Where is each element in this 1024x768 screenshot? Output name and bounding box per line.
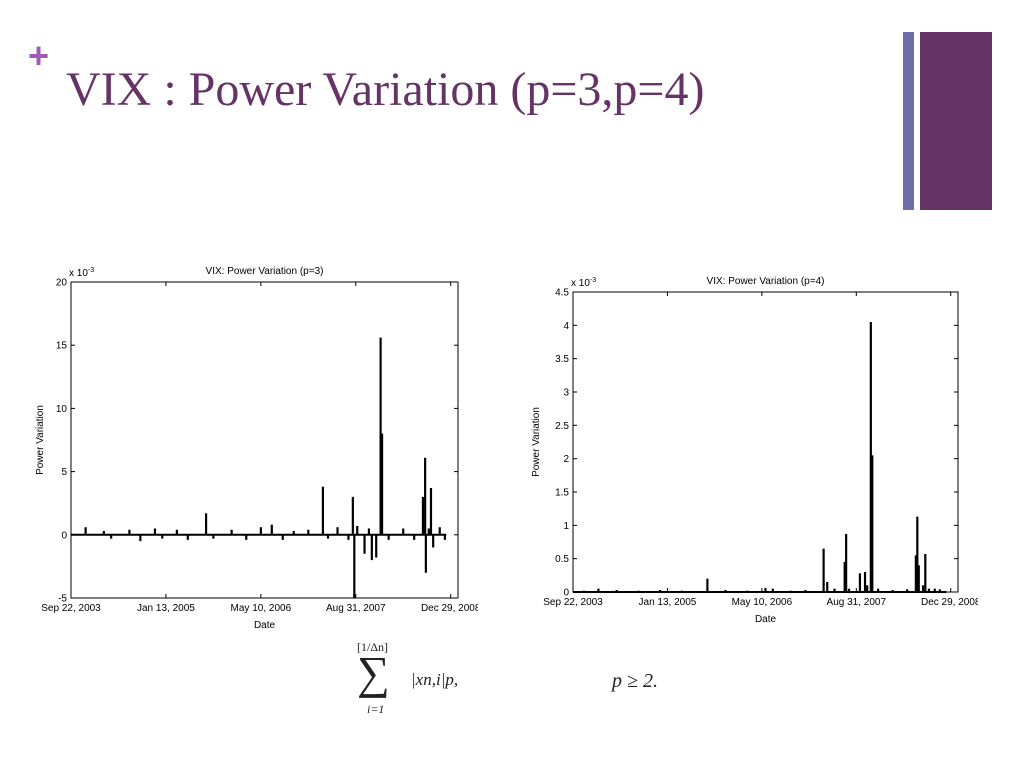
y-tick-label: 0.5 xyxy=(555,554,569,565)
exponent-power: -3 xyxy=(590,277,596,284)
x-tick-label: Jan 13, 2005 xyxy=(639,597,697,608)
x-tick-label: May 10, 2006 xyxy=(231,603,292,614)
x-tick-label: Dec 29, 2008 xyxy=(921,597,978,608)
x-tick-label: Aug 31, 2007 xyxy=(827,597,887,608)
sum-lower-limit: i=1 xyxy=(367,702,385,716)
x-tick-label: Sep 22, 2003 xyxy=(41,603,101,614)
y-tick-label: 10 xyxy=(56,404,68,415)
x-tick-label: Jan 13, 2005 xyxy=(137,603,195,614)
chart-svg: VIX: Power Variation (p=3) x 10-3 -5 0 5 10 15… xyxy=(35,266,481,631)
y-tick-label: 4.5 xyxy=(555,288,569,299)
x-tick-label: May 10, 2006 xyxy=(732,597,793,608)
accent-bar-thick xyxy=(920,32,992,210)
y-tick-label: 3 xyxy=(563,388,569,399)
x-tick-label: Sep 22, 2003 xyxy=(543,597,603,608)
sigma-symbol: ∑ xyxy=(357,647,390,698)
formula-condition: p ≥ 2. xyxy=(612,670,658,692)
chart-power-variation-p4: VIX: Power Variation (p=4) x 10-3 0 0.5 1 1.5… xyxy=(528,270,981,632)
plot-frame xyxy=(572,291,959,593)
exponent-label: x 10-3 xyxy=(571,277,596,289)
x-axis-label: Date xyxy=(755,614,777,625)
chart-title: VIX: Power Variation (p=4) xyxy=(707,276,825,287)
y-tick-label: 0 xyxy=(563,588,569,599)
chart-svg: VIX: Power Variation (p=4) x 10-3 0 0.5 1 1.5… xyxy=(531,276,981,625)
y-axis-label: Power Variation xyxy=(35,405,46,475)
y-tick-label: 5 xyxy=(61,467,67,478)
chart-title: VIX: Power Variation (p=3) xyxy=(206,266,324,277)
y-tick-label: 3.5 xyxy=(555,354,569,365)
y-tick-label: 4 xyxy=(563,321,569,332)
slide-title: VIX : Power Variation (p=3,p=4) xyxy=(66,63,705,116)
y-tick-label: 1 xyxy=(563,521,569,532)
exponent-power: -3 xyxy=(88,267,94,274)
y-tick-label: 1.5 xyxy=(555,488,569,499)
sum-term: |xn,i|p, xyxy=(411,670,459,689)
y-tick-label: 15 xyxy=(56,341,68,352)
y-axis-label: Power Variation xyxy=(531,407,542,477)
x-axis-label: Date xyxy=(254,620,276,631)
y-tick-label: 2.5 xyxy=(555,421,569,432)
plot-frame xyxy=(70,281,459,599)
sum-formula: [1/Δn] ∑ i=1 |xn,i|p, xyxy=(355,640,475,720)
y-tick-label: 20 xyxy=(56,278,68,289)
x-tick-label: Aug 31, 2007 xyxy=(326,603,386,614)
x-tick-label: Dec 29, 2008 xyxy=(421,603,478,614)
y-tick-label: 0 xyxy=(61,530,67,541)
bullet-plus: + xyxy=(28,35,50,76)
accent-bar-thin xyxy=(903,32,914,210)
chart-power-variation-p3: VIX: Power Variation (p=3) x 10-3 -5 0 5 10 15… xyxy=(28,258,481,640)
y-tick-label: -5 xyxy=(58,594,67,605)
sum-upper-limit: [1/Δn] xyxy=(357,640,389,654)
exponent-label: x 10-3 xyxy=(69,267,94,279)
y-tick-label: 2 xyxy=(563,454,569,465)
